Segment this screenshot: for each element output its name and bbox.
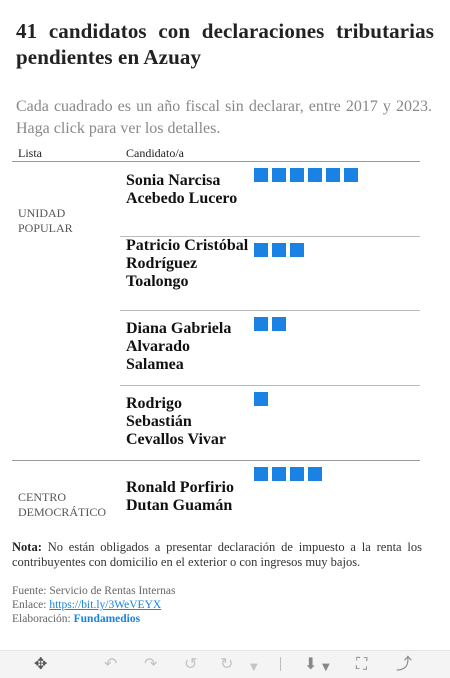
year-square[interactable] xyxy=(326,168,340,182)
note: Nota: No están obligados a presentar dec… xyxy=(12,540,422,570)
candidates-table: Lista Candidato/a UNIDAD POPULAR Sonia N… xyxy=(12,146,420,531)
candidate-name: Diana Gabriela Alvarado Salamea xyxy=(126,320,232,373)
footer: Fuente: Servicio de Rentas Internas Enla… xyxy=(12,584,176,626)
move-icon[interactable]: ✥ xyxy=(34,654,48,673)
year-squares xyxy=(254,467,322,481)
fullscreen-icon[interactable]: ⛶ xyxy=(356,654,368,673)
year-square[interactable] xyxy=(272,243,286,257)
credit-org[interactable]: Fundamedios xyxy=(73,613,141,625)
candidate-name: Ronald Porfirio Dutan Guamán xyxy=(126,479,234,514)
year-square[interactable] xyxy=(290,243,304,257)
credit-line: Elaboración: Fundamedios xyxy=(12,612,176,626)
chart-toolbar: ✥ ↶ ↷ ↺ ↻ ▼ ⬇ ▼ ⛶ ⤴ xyxy=(0,650,450,678)
source-text: Fuente: Servicio de Rentas Internas xyxy=(12,585,176,597)
table-row: Ronald Porfirio Dutan Guamán xyxy=(120,461,420,531)
source-link[interactable]: https://bit.ly/3WeVEYX xyxy=(49,599,162,611)
party-label: UNIDAD POPULAR xyxy=(18,206,73,235)
toolbar-divider xyxy=(280,657,281,671)
year-square[interactable] xyxy=(290,467,304,481)
year-square[interactable] xyxy=(254,243,268,257)
candidate-name: Sonia Narcisa Acebedo Lucero xyxy=(126,172,238,207)
page-title: 41 candidatos con declaraciones tributar… xyxy=(16,19,434,69)
year-square[interactable] xyxy=(308,168,322,182)
year-squares xyxy=(254,317,286,331)
year-square[interactable] xyxy=(254,392,268,406)
party-label: CENTRO DEMOCRÁTICO xyxy=(18,490,107,519)
dropdown-icon[interactable]: ▼ xyxy=(322,662,330,673)
table-row: Diana Gabriela Alvarado Salamea xyxy=(120,311,420,386)
note-text: No están obligados a presentar declaraci… xyxy=(12,540,423,569)
link-label: Enlace: xyxy=(12,599,47,611)
year-squares xyxy=(254,392,268,406)
party-group-centro-democratico: CENTRO DEMOCRÁTICO Ronald Porfirio Dutan… xyxy=(12,461,420,531)
year-squares xyxy=(254,168,358,182)
year-square[interactable] xyxy=(254,168,268,182)
party-group-unidad-popular: UNIDAD POPULAR Sonia Narcisa Acebedo Luc… xyxy=(12,162,420,461)
redo-icon[interactable]: ↷ xyxy=(144,654,158,673)
candidate-name: Patricio Cristóbal Rodríguez Toalongo xyxy=(126,237,249,290)
column-header-party: Lista xyxy=(18,146,42,160)
year-square[interactable] xyxy=(254,467,268,481)
undo-icon[interactable]: ↶ xyxy=(104,654,118,673)
year-square[interactable] xyxy=(290,168,304,182)
download-icon[interactable]: ⬇ xyxy=(304,654,318,673)
share-icon[interactable]: ⤴ xyxy=(396,654,413,673)
year-square[interactable] xyxy=(272,168,286,182)
undo-all-icon[interactable]: ↺ xyxy=(184,654,198,673)
table-row: Patricio Cristóbal Rodríguez Toalongo xyxy=(120,237,420,311)
year-square[interactable] xyxy=(272,317,286,331)
candidate-name: Rodrigo Sebastián Cevallos Vivar xyxy=(126,395,226,448)
credit-label: Elaboración: xyxy=(12,613,71,625)
table-row: Sonia Narcisa Acebedo Lucero xyxy=(120,162,420,237)
column-header-candidate: Candidato/a xyxy=(126,146,184,160)
year-square[interactable] xyxy=(254,317,268,331)
year-square[interactable] xyxy=(344,168,358,182)
table-header: Lista Candidato/a xyxy=(12,146,420,162)
dropdown-icon[interactable]: ▼ xyxy=(250,662,258,673)
link-line: Enlace: https://bit.ly/3WeVEYX xyxy=(12,598,176,612)
redo-all-icon[interactable]: ↻ xyxy=(220,654,234,673)
year-squares xyxy=(254,243,304,257)
year-square[interactable] xyxy=(272,467,286,481)
year-square[interactable] xyxy=(308,467,322,481)
table-row: Rodrigo Sebastián Cevallos Vivar xyxy=(120,386,420,460)
page-subtitle: Cada cuadrado es un año fiscal sin decla… xyxy=(16,98,432,137)
note-label: Nota: xyxy=(12,540,42,554)
